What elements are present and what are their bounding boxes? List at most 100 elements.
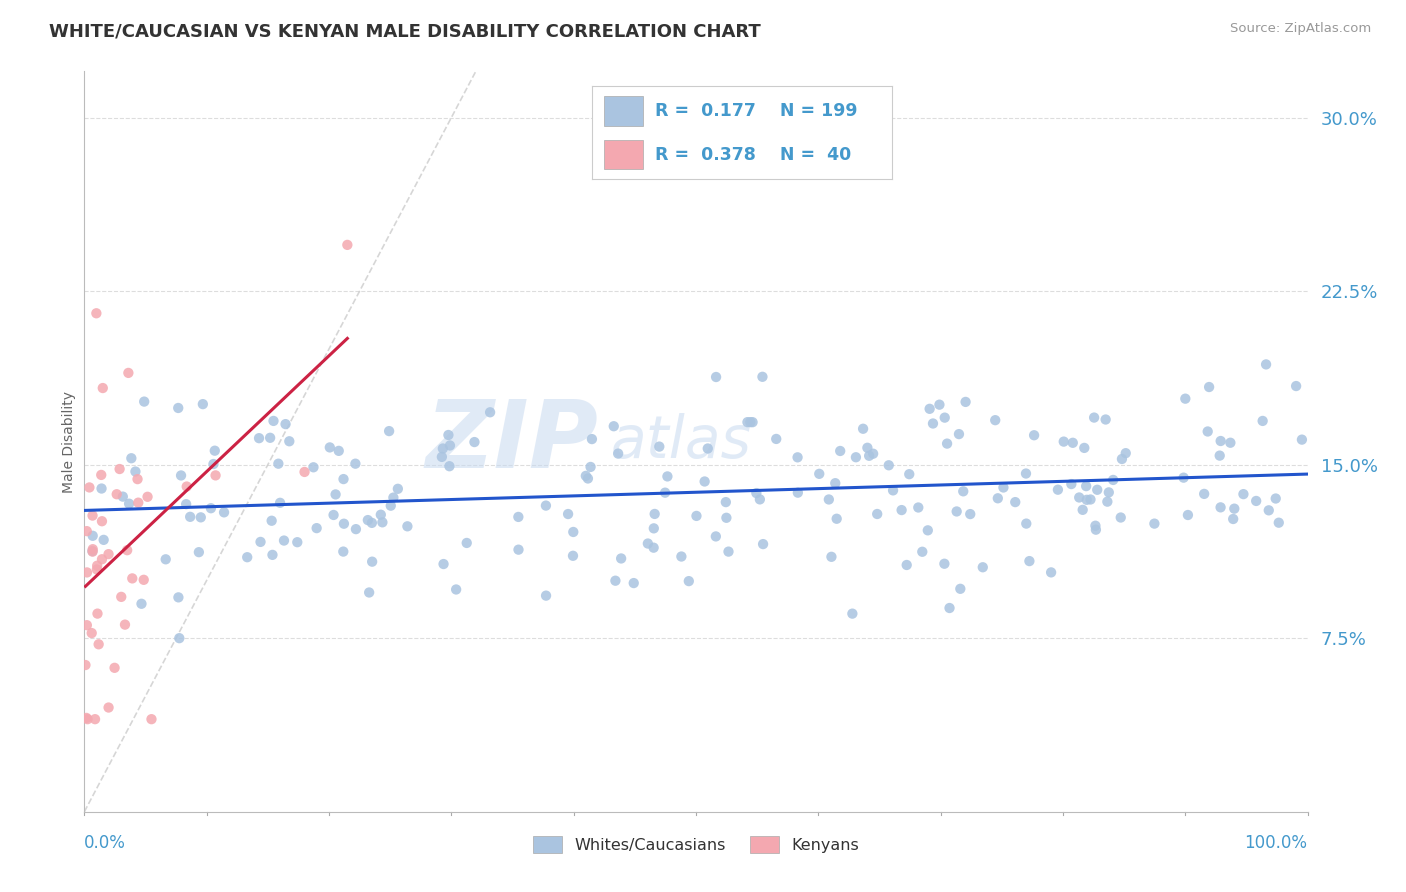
Point [745,486,768,500]
Point [882,483,904,498]
Point [170,468,193,483]
Point [432,442,454,456]
Point [86,558,108,573]
Point [1060,477,1083,491]
Point [740,415,762,429]
Point [76,566,98,580]
Point [1174,392,1197,406]
Text: WHITE/CAUCASIAN VS KENYAN MALE DISABILITY CORRELATION CHART: WHITE/CAUCASIAN VS KENYAN MALE DISABILIT… [49,22,761,40]
Point [212,505,235,519]
Point [1197,425,1219,439]
Point [1143,516,1166,531]
Point [344,522,367,536]
Point [841,607,863,621]
Point [179,509,201,524]
Point [1209,500,1232,515]
Y-axis label: Male Disability: Male Disability [62,391,76,492]
Point [808,467,831,481]
Point [167,591,190,605]
Point [678,574,700,588]
Point [1062,435,1084,450]
Point [752,537,775,551]
Point [236,550,259,565]
Point [479,405,502,419]
Point [322,508,344,522]
Point [1264,491,1286,506]
Point [357,513,380,527]
Point [86,306,108,320]
Point [437,428,460,442]
Point [191,397,214,411]
Point [380,499,402,513]
Point [603,419,626,434]
Point [91,514,114,528]
Point [114,617,136,632]
Point [439,459,461,474]
Point [1004,495,1026,509]
Point [1098,485,1121,500]
Point [91,381,114,395]
Point [204,468,226,483]
Point [1111,452,1133,467]
Point [852,422,875,436]
Point [336,238,359,252]
Point [91,552,114,566]
Point [508,510,530,524]
Point [955,395,977,409]
Text: 100.0%: 100.0% [1244,834,1308,852]
Point [949,582,972,596]
Point [1073,441,1095,455]
Point [1018,554,1040,568]
Point [1015,467,1038,481]
Point [1291,433,1313,447]
Point [111,490,134,504]
Point [274,417,297,431]
Point [845,450,868,465]
Point [1177,508,1199,522]
Point [285,535,308,549]
Point [898,467,921,482]
Point [657,469,679,483]
Point [75,711,97,725]
Point [97,547,120,561]
Point [934,557,956,571]
Point [387,482,409,496]
Point [714,495,737,509]
Point [671,549,693,564]
Point [120,451,142,466]
Point [1053,434,1076,449]
Point [918,401,941,416]
Point [579,459,602,474]
Point [1094,412,1116,426]
Point [818,492,841,507]
Point [202,457,225,471]
Point [562,524,585,539]
Point [273,533,295,548]
Point [127,496,149,510]
Point [1251,414,1274,428]
Point [685,508,707,523]
Point [344,457,367,471]
Point [741,415,763,429]
Point [294,465,316,479]
Point [90,467,112,482]
Point [1015,516,1038,531]
Point [1084,518,1107,533]
Point [80,626,103,640]
Point [820,549,842,564]
Point [786,450,808,465]
Point [79,480,101,494]
Point [856,441,879,455]
Point [378,424,401,438]
Point [737,415,759,429]
Point [278,434,301,449]
Point [127,472,149,486]
Point [508,542,530,557]
Point [637,536,659,550]
Point [361,555,384,569]
Point [174,497,197,511]
Point [132,573,155,587]
Point [987,491,1010,506]
Point [1257,503,1279,517]
Point [86,562,108,576]
